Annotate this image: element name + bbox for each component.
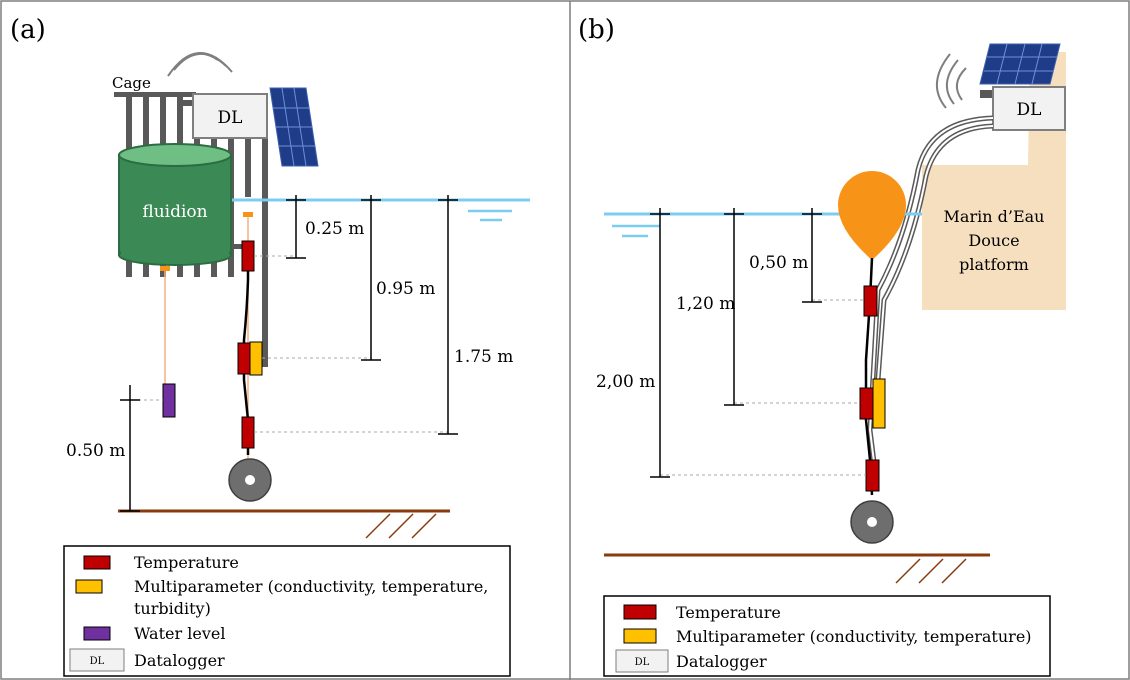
legend-a: Temperature Multiparameter (conductivity… — [64, 546, 510, 676]
depth-label: 0.25 m — [305, 219, 364, 239]
legend-datalogger-icon-label: DL — [635, 657, 650, 668]
panel-b: (b) Marin d’Eau Douce platform — [578, 15, 1066, 676]
multiparameter-sensor — [873, 379, 885, 428]
legend-multiparameter-cont: turbidity) — [134, 599, 211, 618]
legend-multiparameter: Multiparameter (conductivity, temperatur… — [134, 577, 488, 596]
legend-water-level: Water level — [134, 624, 225, 643]
depth-label: 1.75 m — [454, 347, 513, 367]
legend-water-level-swatch — [84, 627, 110, 640]
fluidion-tank: fluidion — [119, 144, 231, 265]
platform-label-line3: platform — [959, 255, 1029, 274]
anchor-weight — [851, 501, 893, 543]
temperature-sensor — [242, 417, 254, 448]
platform-label-line2: Douce — [968, 231, 1019, 250]
legend-temperature: Temperature — [134, 553, 239, 572]
panel-a-label: (a) — [10, 15, 46, 45]
datalogger-box: DL — [193, 94, 267, 138]
temperature-sensor — [242, 241, 254, 271]
legend-b: Temperature Multiparameter (conductivity… — [604, 596, 1050, 676]
solar-panel-icon — [270, 88, 318, 166]
depth-label: 0.95 m — [376, 279, 435, 299]
wireless-signal-icon — [168, 53, 232, 76]
ground-hatch — [366, 514, 436, 538]
temperature-sensor — [238, 343, 250, 374]
temperature-sensor — [866, 460, 879, 491]
panel-b-label: (b) — [578, 15, 615, 45]
legend-temperature-swatch — [84, 556, 110, 569]
datalogger-label: DL — [218, 108, 243, 128]
depth-label: 1,20 m — [676, 294, 735, 314]
multiparameter-sensor — [250, 342, 262, 375]
temperature-sensor — [860, 388, 873, 419]
depth-leaders — [660, 300, 866, 475]
datalogger-box: DL — [993, 87, 1065, 130]
datalogger-label: DL — [1017, 100, 1042, 120]
legend-temperature: Temperature — [676, 603, 781, 622]
depth-label: 0.50 m — [66, 441, 125, 461]
depth-label: 2,00 m — [596, 372, 655, 392]
panel-a: (a) Cage — [10, 15, 530, 676]
depth-dimensions — [650, 208, 822, 477]
ground-hatch — [896, 559, 966, 583]
legend-multiparameter: Multiparameter (conductivity, temperatur… — [676, 627, 1032, 646]
temperature-sensor — [864, 286, 877, 316]
cage-top-bar — [114, 92, 196, 97]
anchor-weight — [229, 459, 271, 501]
legend-datalogger-icon-label: DL — [90, 656, 105, 667]
legend-multiparameter-swatch — [76, 580, 102, 593]
platform-label: Marin d’Eau — [944, 207, 1045, 226]
legend-multiparameter-swatch — [624, 629, 656, 643]
legend-temperature-swatch — [624, 605, 656, 619]
cage-label: Cage — [112, 74, 151, 92]
depth-label: 0,50 m — [749, 253, 808, 273]
tank-label: fluidion — [142, 202, 207, 222]
legend-datalogger: Datalogger — [676, 652, 767, 671]
wireless-signal-icon — [937, 54, 966, 108]
legend-datalogger: Datalogger — [134, 651, 225, 670]
water-level-sensor — [163, 384, 175, 417]
solar-panel-icon — [980, 44, 1060, 84]
